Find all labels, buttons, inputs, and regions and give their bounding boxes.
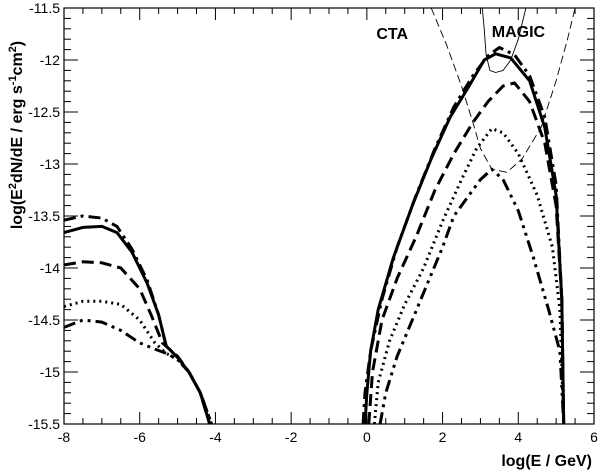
x-tick-label: -4 (209, 429, 222, 445)
series-line-dash-1 (64, 260, 212, 424)
series-line-dash-2 (367, 81, 566, 424)
y-tick-label: -13 (40, 156, 60, 172)
plot-frame (63, 7, 595, 425)
y-tick-label: -13.5 (28, 208, 60, 224)
y-axis-title-sup: -1 (7, 75, 19, 85)
x-tick-label: 2 (439, 429, 447, 445)
x-tick-label: -2 (285, 429, 298, 445)
x-axis: -8 -6 -4 -2 0 2 4 6 (58, 8, 598, 445)
y-axis-title-sup: 2 (7, 183, 19, 189)
series-line-dashdot-1 (64, 214, 214, 424)
plot-area-border (63, 7, 595, 425)
y-tick-label: -14 (40, 260, 60, 276)
y-axis-title: log(E2dN/dE / erg s-1cm2) (7, 41, 26, 229)
y-tick-label: -15.5 (28, 416, 60, 432)
series-line-thin-solid-1 (481, 8, 527, 73)
series-line-dashdotdot-1 (64, 318, 214, 424)
series-line-solid-1 (64, 224, 212, 424)
y-tick-label: -12 (40, 52, 60, 68)
y-axis-title-sup: 2 (7, 46, 19, 52)
x-tick-label: 4 (514, 429, 522, 445)
y-axis-title-part: log(E (9, 189, 26, 229)
y-axis: -15.5 -15 -14.5 -14 -13.5 -13 -12.5 -12 -11.5 (28, 0, 594, 432)
y-axis-title-part: dN/dE / erg s (9, 85, 26, 183)
x-tick-label: -8 (58, 429, 71, 445)
annotation-magic: MAGIC (492, 24, 546, 41)
x-axis-title: log(E / GeV) (501, 453, 592, 470)
series-group (64, 8, 576, 424)
y-tick-label: -11.5 (29, 0, 60, 16)
y-axis-title-part: ) (9, 41, 26, 46)
series-line-thin-dash-1 (430, 8, 576, 173)
y-tick-label: -12.5 (28, 104, 60, 120)
x-tick-label: 0 (363, 429, 371, 445)
series-line-dot-2 (372, 127, 566, 424)
y-axis-title-part: cm (9, 52, 26, 75)
series-line-dashdot-2 (361, 46, 566, 424)
x-tick-label: 6 (590, 429, 598, 445)
y-tick-label: -15 (40, 364, 60, 380)
annotations: CTA MAGIC (376, 24, 545, 43)
annotation-cta: CTA (376, 26, 408, 43)
series-line-dot-1 (64, 299, 212, 424)
y-tick-label: -14.5 (28, 312, 60, 328)
x-tick-label: -6 (133, 429, 146, 445)
